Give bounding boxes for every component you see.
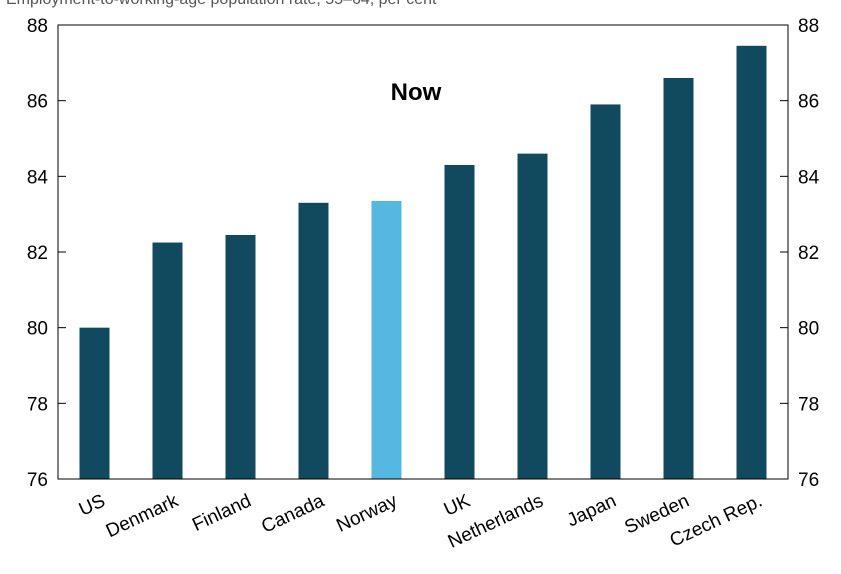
y-tick-label-right-80: 80: [798, 319, 819, 340]
bar-netherlands: [517, 153, 548, 479]
x-tick-label-japan: Japan: [564, 490, 620, 531]
bar-sweden: [663, 77, 694, 479]
y-tick-label-right-78: 78: [798, 394, 819, 415]
x-tick-label-uk: UK: [441, 490, 474, 520]
bar-japan: [590, 104, 621, 479]
y-tick-label-left-80: 80: [27, 319, 48, 340]
y-tick-label-right-86: 86: [798, 92, 819, 113]
bar-uk: [444, 164, 475, 480]
bar-denmark: [152, 242, 183, 479]
y-tick-label-left-82: 82: [27, 243, 48, 264]
chart-caption: Employment-to-working-age population rat…: [6, 0, 437, 8]
y-tick-label-left-88: 88: [27, 16, 48, 37]
x-tick-label-canada: Canada: [258, 490, 328, 537]
y-tick-label-right-88: 88: [798, 16, 819, 37]
y-tick-label-left-76: 76: [27, 470, 48, 491]
bars-group: [79, 45, 767, 480]
y-tick-label-right-84: 84: [798, 167, 820, 188]
x-tick-label-us: US: [76, 490, 109, 520]
bar-finland: [225, 234, 256, 479]
bar-us: [79, 327, 110, 479]
bar-czech-rep: [736, 45, 767, 480]
y-tick-label-right-76: 76: [798, 470, 819, 491]
y-tick-label-left-78: 78: [27, 394, 48, 415]
x-tick-label-norway: Norway: [333, 490, 401, 536]
axis-ticks: [58, 24, 788, 480]
y-tick-label-right-82: 82: [798, 243, 819, 264]
x-tick-label-denmark: Denmark: [103, 490, 182, 542]
y-tick-label-left-86: 86: [27, 92, 48, 113]
annotation-now: Now: [391, 79, 442, 106]
bar-norway: [371, 200, 402, 479]
y-tick-label-left-84: 84: [27, 167, 49, 188]
bar-canada: [298, 202, 329, 479]
x-tick-label-finland: Finland: [189, 490, 254, 535]
